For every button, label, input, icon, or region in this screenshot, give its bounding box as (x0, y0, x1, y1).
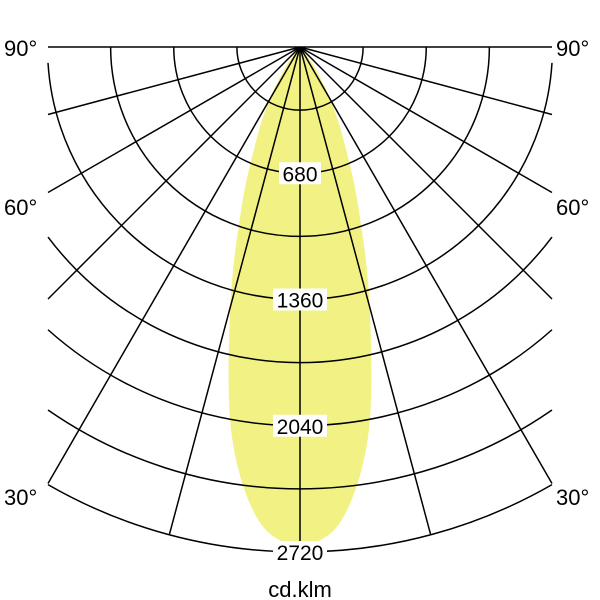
angle-label-60-left: 60° (4, 195, 37, 220)
angle-label-60-right: 60° (556, 195, 589, 220)
unit-label: cd.klm (268, 577, 332, 600)
radial-label-bg (273, 288, 327, 311)
grid-radial-45 (299, 46, 553, 300)
grid-radial-60 (299, 46, 553, 194)
grid-radial-30 (299, 46, 553, 484)
angle-label-30-right: 30° (556, 485, 589, 510)
grid-radial-15 (299, 46, 432, 535)
grid-radial--45 (47, 46, 301, 300)
grid-radial--15 (168, 46, 301, 535)
radial-label-2720: 2720 (277, 542, 324, 565)
angle-label-90-left: 90° (4, 36, 37, 61)
grid-radial--60 (47, 46, 301, 194)
radial-label-bg (279, 162, 321, 185)
radial-label-2040: 2040 (277, 416, 324, 439)
radial-labels: 680 1360 2040 2720 (273, 162, 327, 565)
grid-radial-75 (299, 46, 553, 116)
grid-radial--75 (47, 46, 301, 116)
grid-radial--30 (47, 46, 301, 484)
angle-label-30-left: 30° (4, 485, 37, 510)
radial-label-bg (273, 414, 327, 437)
radial-label-1360: 1360 (277, 290, 324, 313)
radial-label-680: 680 (282, 163, 317, 186)
angle-label-90-right: 90° (556, 36, 589, 61)
radial-label-bg (273, 541, 327, 563)
